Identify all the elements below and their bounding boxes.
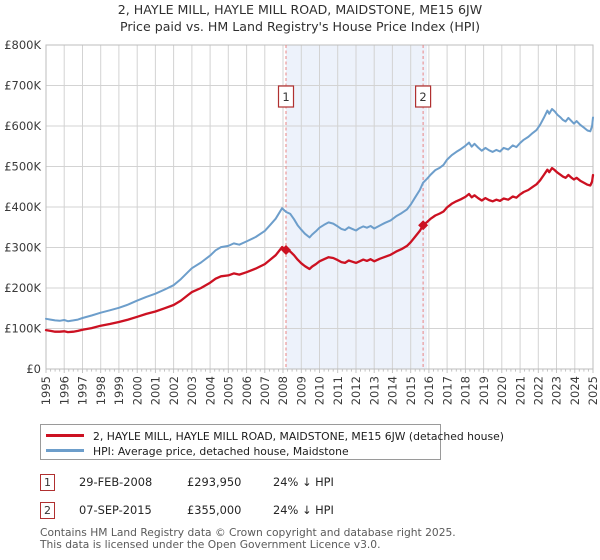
chart-title: 2, HAYLE MILL, HAYLE MILL ROAD, MAIDSTON… [118, 2, 483, 17]
x-tick-label: 2019 [477, 376, 491, 405]
x-tick-label: 2006 [240, 376, 254, 405]
y-tick-label: £700K [4, 79, 41, 93]
x-tick-label: 2009 [295, 376, 309, 405]
x-tick-label: 2004 [203, 376, 217, 405]
plot-area: 1 2 £0 £100K £200K £300K £400K £500K £600K £700K £… [4, 38, 600, 405]
y-tick-label: £500K [4, 160, 41, 174]
transaction-2-price: £355,000 [187, 503, 242, 517]
x-tick-label: 2011 [331, 376, 345, 405]
price-paid-line [44, 166, 595, 334]
x-tick-label: 2024 [568, 376, 582, 405]
y-tick-label: £0 [26, 362, 41, 376]
x-tick-label: 2023 [550, 376, 564, 405]
x-tick-label: 2005 [222, 376, 236, 405]
chart-legend: 2, HAYLE MILL, HAYLE MILL ROAD, MAIDSTON… [40, 424, 504, 460]
hpi-line-swatch [46, 448, 84, 452]
x-tick-label: 2025 [586, 376, 600, 405]
y-tick-label: £400K [4, 200, 41, 214]
transaction-2-hpi-delta: 24% ↓ HPI [273, 503, 334, 517]
sale-label-number-2: 2 [419, 90, 426, 104]
x-tick-label: 2018 [459, 376, 473, 405]
x-tick-label: 1997 [76, 376, 90, 405]
y-tick-label: £100K [4, 322, 41, 336]
x-tick-label: 2017 [440, 376, 454, 405]
legend-label-price-paid: 2, HAYLE MILL, HAYLE MILL ROAD, MAIDSTON… [93, 430, 504, 443]
y-tick-label: £800K [4, 38, 41, 52]
y-tick-label: £200K [4, 281, 41, 295]
sale-label-box-1 [277, 85, 295, 108]
x-tick-label: 2010 [313, 376, 327, 405]
chart-subtitle: Price paid vs. HM Land Registry's House … [120, 19, 480, 34]
footer-line-2: This data is licensed under the Open Gov… [40, 537, 381, 551]
transaction-1-price: £293,950 [187, 475, 242, 489]
x-tick-label: 2014 [386, 376, 400, 405]
legend-row-hpi: HPI: Average price, detached house, Maid… [41, 443, 440, 458]
price-paid-line-swatch [46, 433, 84, 437]
transaction-1-date: 29-FEB-2008 [79, 475, 153, 489]
footer-line-1: Contains HM Land Registry data © Crown c… [40, 526, 456, 539]
price-vs-hpi-chart: 2, HAYLE MILL, HAYLE MILL ROAD, MAIDSTON… [4, 2, 600, 405]
sale-label-number-1: 1 [282, 90, 289, 104]
x-tick-label: 2013 [367, 376, 381, 405]
sale-label-box-2 [415, 85, 432, 108]
legend-label-hpi: HPI: Average price, detached house, Maid… [93, 445, 349, 458]
x-tick-label: 1999 [112, 376, 126, 405]
x-tick-label: 2015 [404, 376, 418, 405]
hpi-line [45, 108, 594, 323]
y-tick-label: £600K [4, 119, 41, 133]
x-tick-label: 2000 [130, 376, 144, 405]
x-tick-label: 2012 [349, 376, 363, 405]
sale-marker-1 [281, 244, 292, 255]
x-tick-label: 2021 [513, 376, 527, 405]
transaction-2-number-badge: 2 [40, 502, 55, 519]
x-tick-label: 1998 [94, 376, 108, 405]
x-tick-label: 2020 [495, 376, 509, 405]
transaction-row-1: 1 29-FEB-2008 £293,950 24% ↓ HPI [0, 474, 600, 492]
transaction-row-2: 2 07-SEP-2015 £355,000 24% ↓ HPI [0, 502, 600, 520]
x-tick-label: 2002 [167, 376, 181, 405]
x-tick-label: 2003 [185, 376, 199, 405]
legend-row-price-paid: 2, HAYLE MILL, HAYLE MILL ROAD, MAIDSTON… [41, 428, 504, 443]
x-tick-label: 1996 [57, 376, 71, 405]
x-tick-label: 2001 [149, 376, 163, 405]
x-tick-label: 2022 [532, 376, 546, 405]
transaction-1-hpi-delta: 24% ↓ HPI [273, 475, 334, 489]
sale-marker-2 [418, 220, 429, 231]
x-tick-label: 2016 [422, 376, 436, 405]
x-tick-label: 1995 [39, 376, 53, 405]
transaction-1-number-badge: 1 [40, 474, 55, 491]
y-tick-label: £300K [4, 241, 41, 255]
x-tick-label: 2007 [258, 376, 272, 405]
license-footer: Contains HM Land Registry data © Crown c… [40, 527, 456, 550]
x-tick-label: 2008 [276, 376, 290, 405]
transaction-2-date: 07-SEP-2015 [79, 503, 152, 517]
